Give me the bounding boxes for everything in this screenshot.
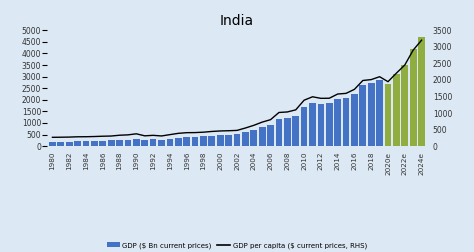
Legend: GDP ($ Bn current prices), GDP per capita ($ current prices, RHS): GDP ($ Bn current prices), GDP per capit… xyxy=(107,242,367,248)
Bar xyxy=(250,130,257,146)
Bar xyxy=(359,85,366,146)
Bar xyxy=(368,83,374,146)
Bar xyxy=(141,140,148,146)
Title: India: India xyxy=(220,14,254,28)
Bar xyxy=(49,142,56,146)
Bar xyxy=(267,125,274,146)
Bar xyxy=(133,139,140,146)
Bar xyxy=(334,99,341,146)
Bar xyxy=(158,140,165,146)
Bar xyxy=(225,135,232,146)
Bar xyxy=(166,139,173,146)
Bar xyxy=(326,103,333,146)
Bar xyxy=(284,118,291,146)
Bar xyxy=(259,127,265,146)
Bar xyxy=(343,98,349,146)
Bar xyxy=(393,74,400,146)
Bar xyxy=(91,141,98,146)
Bar xyxy=(376,80,383,146)
Bar xyxy=(217,135,224,146)
Bar xyxy=(242,132,249,146)
Bar xyxy=(351,93,358,146)
Bar xyxy=(385,84,392,146)
Bar xyxy=(209,136,215,146)
Bar xyxy=(275,119,283,146)
Bar xyxy=(301,107,308,146)
Bar xyxy=(200,136,207,146)
Bar xyxy=(66,142,73,146)
Bar xyxy=(318,104,324,146)
Bar xyxy=(74,141,81,146)
Bar xyxy=(100,141,106,146)
Bar xyxy=(410,49,417,146)
Bar xyxy=(309,103,316,146)
Bar xyxy=(418,37,425,146)
Bar xyxy=(292,116,299,146)
Bar xyxy=(108,140,115,146)
Bar xyxy=(175,138,182,146)
Bar xyxy=(150,139,156,146)
Bar xyxy=(401,65,408,146)
Bar xyxy=(57,142,64,146)
Bar xyxy=(125,140,131,146)
Bar xyxy=(116,140,123,146)
Bar xyxy=(183,137,190,146)
Bar xyxy=(82,141,89,146)
Bar xyxy=(234,134,240,146)
Bar xyxy=(191,137,199,146)
